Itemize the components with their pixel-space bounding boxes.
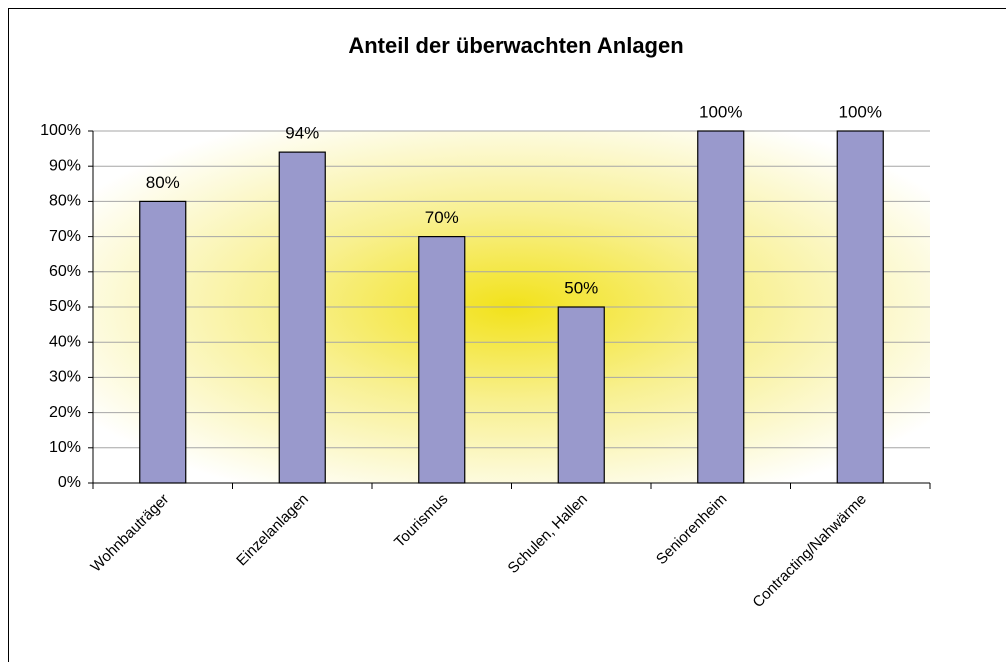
chart-title: Anteil der überwachten Anlagen — [348, 33, 683, 58]
y-tick-label: 30% — [49, 369, 81, 386]
y-tick-label: 10% — [49, 439, 81, 456]
data-label: 100% — [839, 102, 882, 121]
y-tick-label: 50% — [49, 298, 81, 315]
y-tick-label: 90% — [49, 157, 81, 174]
bar — [418, 236, 466, 484]
bar — [697, 130, 745, 484]
bar — [836, 130, 884, 484]
data-label: 94% — [285, 124, 319, 143]
bar — [139, 200, 187, 484]
data-label: 100% — [699, 102, 742, 121]
y-tick-label: 40% — [49, 333, 81, 350]
y-tick-label: 100% — [40, 122, 81, 139]
data-label: 80% — [146, 173, 180, 192]
y-tick-label: 70% — [49, 228, 81, 245]
y-tick-label: 60% — [49, 263, 81, 280]
y-tick-label: 20% — [49, 404, 81, 421]
bar — [557, 306, 605, 484]
y-tick-label: 0% — [58, 474, 81, 491]
data-label: 70% — [425, 208, 459, 227]
bar — [278, 151, 326, 484]
data-label: 50% — [564, 278, 598, 297]
y-tick-label: 80% — [49, 193, 81, 210]
